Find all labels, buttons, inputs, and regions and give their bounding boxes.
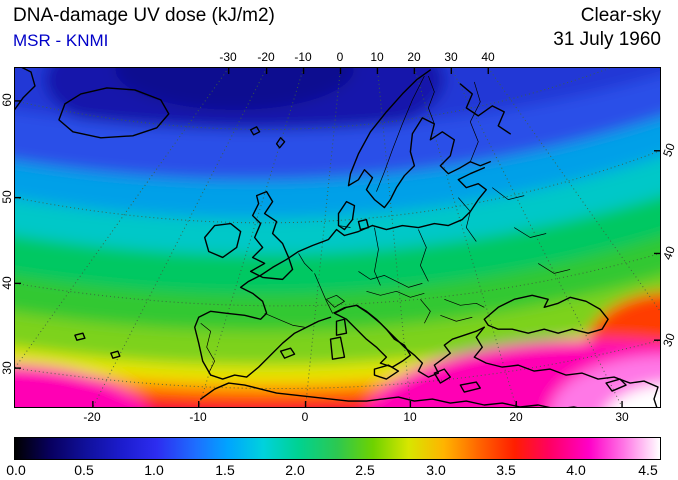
uv-field [15,68,660,407]
colorbar-tick: 1.0 [144,462,164,478]
lon-tick-bottom: 20 [509,410,523,424]
lat-tick-left: 50 [0,190,14,204]
coast-cyprus [605,378,627,392]
colorbar-tick: 0.5 [74,462,94,478]
lat-tick-right: 40 [660,244,678,262]
figure-source: MSR - KNMI [13,31,109,50]
lon-tick-bottom: -20 [83,410,101,424]
coast-greenland [15,68,36,111]
coast-ireland [204,222,242,259]
lon-tick-bottom: 0 [301,410,309,424]
uv-map-svg [15,68,660,407]
figure-title: DNA-damage UV dose (kJ/m2) [13,5,275,26]
coast-great-britain [249,190,294,281]
lat-tick-left: 60 [0,93,14,107]
coast-sardinia [329,336,346,360]
lon-tick-top: -30 [219,50,237,64]
colorbar-tick: 3.0 [426,462,446,478]
coast-north-africa [200,382,578,407]
coast-sicily [373,364,400,380]
coast-iceland [58,87,170,139]
coastlines [15,68,659,407]
country-borders [200,75,571,374]
lat-tick-left: 30 [0,361,14,375]
map-panel [14,67,661,408]
coast-anatolia-levant [473,326,659,407]
coast-crete [459,381,481,393]
coast-black-sea [483,294,609,334]
lat-tick-right: 50 [660,141,678,159]
lon-tick-top: 10 [370,50,384,64]
coast-balkans-greece [355,304,485,378]
coast-scandinavia [347,69,491,209]
coast-shetland [275,137,286,149]
frame-ticks [15,68,660,407]
coast-white-sea [459,83,511,135]
lat-tick-right: 30 [660,331,678,349]
coast-balearics [279,347,296,359]
lon-tick-top: 30 [444,50,458,64]
coast-faroe [249,126,261,136]
lon-tick-bottom: 30 [615,410,629,424]
lon-tick-top: -10 [294,50,312,64]
coast-azores [74,332,86,341]
colorbar-tick: 1.5 [215,462,235,478]
colorbar-tick: 2.5 [355,462,375,478]
figure-date: 31 July 1960 [553,29,661,50]
colorbar-tick: 3.5 [496,462,516,478]
colorbar-tick: 4.0 [566,462,586,478]
lon-tick-top: -20 [257,50,275,64]
lon-tick-top: 0 [336,50,344,64]
lon-tick-bottom: -10 [189,410,207,424]
lat-tick-left: 40 [0,276,14,290]
colorbar-tick: 4.5 [638,462,658,478]
coast-west-europe [194,224,374,380]
sky-condition-label: Clear-sky [580,5,661,26]
lon-tick-top: 40 [481,50,495,64]
coast-madeira [110,350,121,359]
lon-tick-bottom: 10 [403,410,417,424]
coast-peloponnese [433,368,452,384]
colorbar-gradient [14,437,661,460]
colorbar-tick: 0.0 [6,462,26,478]
colorbar-tick: 2.0 [285,462,305,478]
lon-tick-top: 20 [407,50,421,64]
graticule [15,68,660,407]
coast-corsica [335,318,348,336]
